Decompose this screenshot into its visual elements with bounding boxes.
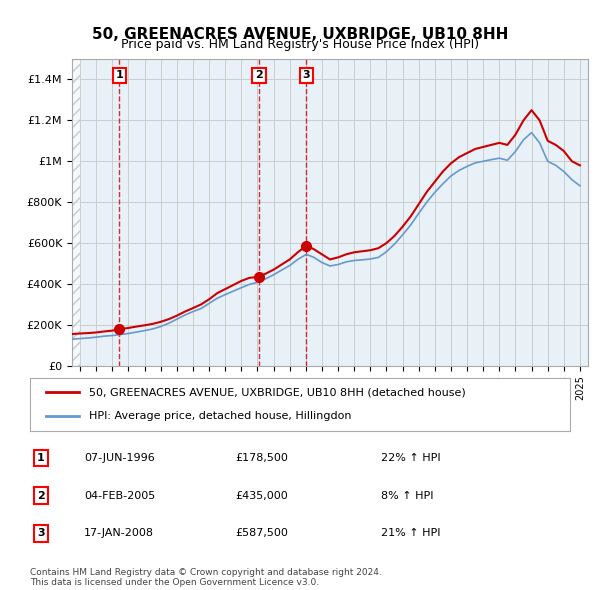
Text: £435,000: £435,000	[235, 491, 288, 500]
Text: 3: 3	[37, 529, 44, 538]
Text: HPI: Average price, detached house, Hillingdon: HPI: Average price, detached house, Hill…	[89, 411, 352, 421]
Text: Contains HM Land Registry data © Crown copyright and database right 2024.
This d: Contains HM Land Registry data © Crown c…	[30, 568, 382, 587]
Text: 3: 3	[302, 70, 310, 80]
Text: 04-FEB-2005: 04-FEB-2005	[84, 491, 155, 500]
Text: £587,500: £587,500	[235, 529, 288, 538]
Text: 1: 1	[116, 70, 123, 80]
Text: 50, GREENACRES AVENUE, UXBRIDGE, UB10 8HH (detached house): 50, GREENACRES AVENUE, UXBRIDGE, UB10 8H…	[89, 388, 466, 398]
Bar	[72, 59, 80, 366]
Text: 50, GREENACRES AVENUE, UXBRIDGE, UB10 8HH: 50, GREENACRES AVENUE, UXBRIDGE, UB10 8H…	[92, 27, 508, 41]
Text: 21% ↑ HPI: 21% ↑ HPI	[381, 529, 440, 538]
Text: 17-JAN-2008: 17-JAN-2008	[84, 529, 154, 538]
Text: 2: 2	[37, 491, 44, 500]
Text: 07-JUN-1996: 07-JUN-1996	[84, 453, 155, 463]
Text: Price paid vs. HM Land Registry's House Price Index (HPI): Price paid vs. HM Land Registry's House …	[121, 38, 479, 51]
Text: 22% ↑ HPI: 22% ↑ HPI	[381, 453, 440, 463]
Text: £178,500: £178,500	[235, 453, 288, 463]
Text: 2: 2	[255, 70, 263, 80]
Text: 1: 1	[37, 453, 44, 463]
Text: 8% ↑ HPI: 8% ↑ HPI	[381, 491, 433, 500]
